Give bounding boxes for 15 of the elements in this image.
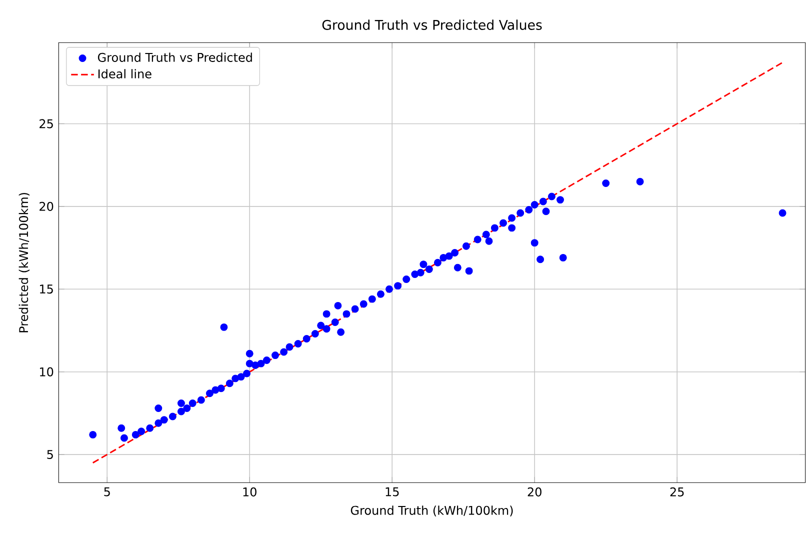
legend-label: Ground Truth vs Predicted	[98, 52, 252, 62]
x-tick-label: 20	[528, 487, 542, 496]
x-tick-label: 15	[386, 487, 399, 496]
y-tick-label: 10	[40, 367, 54, 376]
y-axis-title: Predicted (kWh/100km)	[18, 192, 30, 332]
y-tick-label: 15	[40, 284, 53, 294]
legend-label: Ideal line	[98, 69, 152, 78]
x-tick-label: 5	[104, 487, 110, 496]
x-tick-label: 25	[670, 487, 684, 496]
chart-title: Ground Truth vs Predicted Values	[322, 20, 542, 30]
x-tick-label: 10	[243, 487, 256, 496]
y-tick-label: 25	[40, 119, 53, 128]
y-tick-label: 20	[40, 202, 54, 211]
x-axis-title: Ground Truth (kWh/100km)	[350, 506, 513, 516]
y-tick-label: 5	[47, 450, 53, 459]
